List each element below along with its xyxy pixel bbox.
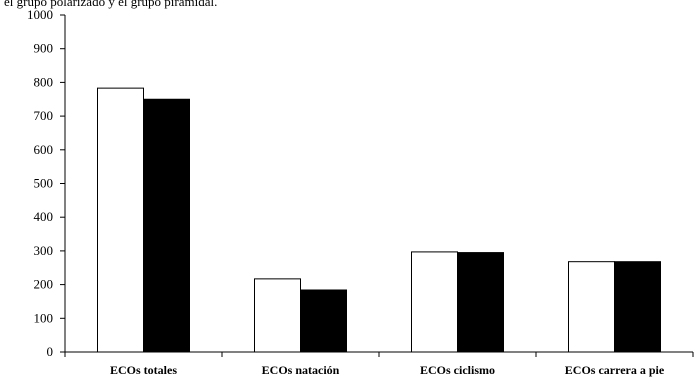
y-tick-label: 1000 xyxy=(27,7,53,22)
y-tick-label: 900 xyxy=(34,41,54,56)
bar xyxy=(143,98,190,353)
chart-title: el grupo polarizado y el grupo piramidal… xyxy=(4,0,217,9)
y-tick-label: 800 xyxy=(34,74,54,89)
bar xyxy=(97,87,144,353)
y-tick-label: 100 xyxy=(34,310,54,325)
y-tick-label: 400 xyxy=(34,209,54,224)
y-tick-label: 700 xyxy=(34,108,54,123)
bar xyxy=(614,261,661,353)
x-tick-label: ECOs carrera a pie xyxy=(565,363,665,377)
x-tick-label: ECOs natación xyxy=(262,363,340,377)
y-tick-label: 300 xyxy=(34,243,54,258)
bar xyxy=(300,289,347,353)
x-tick-label: ECOs totales xyxy=(110,363,177,377)
y-tick-label: 600 xyxy=(34,142,54,157)
y-tick-label: 500 xyxy=(34,176,54,191)
bar xyxy=(411,251,458,353)
y-tick-label: 200 xyxy=(34,277,54,292)
bar xyxy=(568,261,615,353)
bar xyxy=(457,252,504,353)
y-tick-label: 0 xyxy=(47,344,54,359)
bar xyxy=(254,278,301,353)
x-tick-label: ECOs ciclismo xyxy=(420,363,495,377)
